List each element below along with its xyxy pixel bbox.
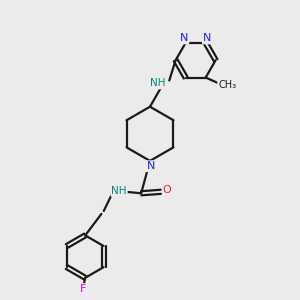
Text: NH: NH	[150, 78, 165, 88]
Text: NH: NH	[111, 186, 127, 196]
Text: F: F	[80, 284, 86, 294]
Text: N: N	[146, 161, 155, 171]
Text: H: H	[159, 79, 167, 88]
Text: N: N	[180, 33, 188, 43]
Text: O: O	[163, 185, 172, 195]
Text: CH₃: CH₃	[218, 80, 236, 90]
Text: N: N	[203, 33, 211, 43]
